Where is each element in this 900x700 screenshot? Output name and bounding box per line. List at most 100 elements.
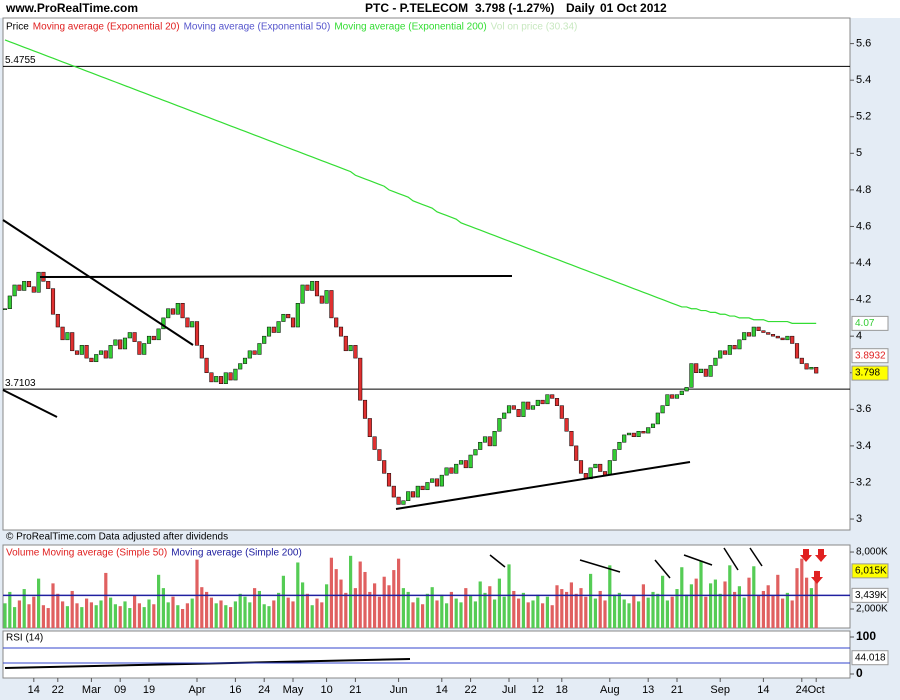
volume-bar	[113, 604, 117, 628]
candle	[290, 317, 296, 328]
volume-bar	[560, 589, 564, 628]
candle	[722, 350, 728, 355]
candle	[180, 303, 185, 319]
candle	[266, 326, 272, 337]
candle	[343, 335, 348, 352]
volume-bar	[344, 592, 348, 628]
volume-arrows	[489, 547, 763, 579]
candle	[655, 412, 660, 425]
x-tick-label: 24	[258, 684, 270, 696]
volume-bar	[742, 597, 746, 628]
volume-bar	[320, 602, 324, 628]
volume-bar	[233, 601, 237, 628]
candle	[146, 335, 152, 344]
candle	[122, 337, 128, 350]
volume-bar	[483, 592, 487, 628]
volume-bar	[353, 588, 357, 628]
candle	[79, 345, 84, 355]
volume-bar	[584, 596, 588, 628]
volume-bar	[104, 572, 108, 628]
candle	[689, 363, 694, 388]
volume-bar	[56, 593, 60, 628]
legend-entry: Vol on price (30.34)	[491, 22, 578, 33]
legend-entry: Volume Moving average (Simple 50)	[6, 548, 167, 559]
quote: 3.798 (-1.27%)	[475, 1, 554, 15]
candle	[36, 271, 41, 293]
volume-bar	[771, 595, 775, 628]
candle	[463, 460, 468, 469]
x-tick-label: 14	[757, 684, 769, 696]
date: 01 Oct 2012	[600, 1, 667, 15]
candle	[430, 478, 435, 483]
candle	[94, 354, 99, 363]
volume-bar	[325, 584, 329, 628]
arrow	[749, 547, 763, 567]
volume-bar	[243, 596, 247, 628]
candle	[305, 284, 310, 291]
volume-bar	[488, 586, 492, 628]
candle	[814, 367, 819, 374]
volume-bar	[603, 600, 607, 628]
volume-bar	[224, 605, 228, 628]
x-tick-label: Aug	[600, 684, 620, 696]
candle	[790, 335, 795, 344]
candle	[631, 432, 636, 437]
volume-bar	[368, 591, 372, 628]
candle	[65, 332, 70, 341]
candle	[31, 286, 36, 293]
volume-bar	[737, 586, 741, 628]
candle	[113, 339, 118, 346]
candle	[12, 284, 17, 297]
candle	[314, 281, 320, 297]
volume-bar	[670, 596, 674, 628]
header-bar	[0, 0, 900, 18]
y-tick-label: 5	[856, 147, 862, 159]
candle	[698, 368, 704, 373]
volume-bar	[651, 591, 655, 628]
volume-bar	[421, 604, 425, 628]
candle	[516, 409, 521, 417]
volume-bar	[497, 578, 501, 628]
x-tick-label: 10	[320, 684, 332, 696]
candle	[554, 398, 560, 406]
candle	[535, 399, 540, 406]
candle	[641, 431, 646, 434]
candle	[636, 431, 641, 437]
volume-bar	[27, 604, 31, 628]
candle	[799, 357, 804, 364]
candle	[732, 345, 737, 350]
volume-bar	[675, 589, 679, 628]
x-tick-label: 16	[229, 684, 241, 696]
candle	[396, 496, 401, 505]
candle	[674, 394, 680, 399]
candle	[391, 485, 396, 498]
volume-bar	[267, 606, 271, 628]
volume-bar	[464, 588, 468, 628]
site: www.ProRealTime.com	[5, 1, 138, 15]
candle	[766, 332, 771, 335]
y-tick-label: 0	[856, 666, 863, 680]
y-tick-label: 100	[856, 629, 876, 643]
volume-bar	[209, 597, 213, 628]
volume-bar	[728, 565, 732, 628]
volume-bar	[809, 588, 813, 628]
x-tick-label: Sep	[710, 684, 730, 696]
candle	[785, 335, 790, 341]
volume-bar	[291, 601, 295, 628]
candle	[132, 332, 137, 342]
volume-bar	[205, 591, 209, 628]
price-panel	[2, 17, 851, 531]
volume-bar	[613, 594, 617, 628]
volume-bar	[752, 566, 756, 628]
candle	[362, 399, 368, 419]
legend-entry: Moving average (Simple 200)	[171, 548, 302, 559]
volume-bar	[22, 589, 26, 628]
candle	[204, 357, 209, 373]
candle	[185, 317, 190, 328]
value-tag-label: 6,015K	[855, 566, 887, 577]
candle	[319, 295, 324, 304]
y-tick-label: 5.6	[856, 38, 871, 50]
value-tag	[851, 650, 889, 666]
volume-bar	[61, 601, 65, 628]
